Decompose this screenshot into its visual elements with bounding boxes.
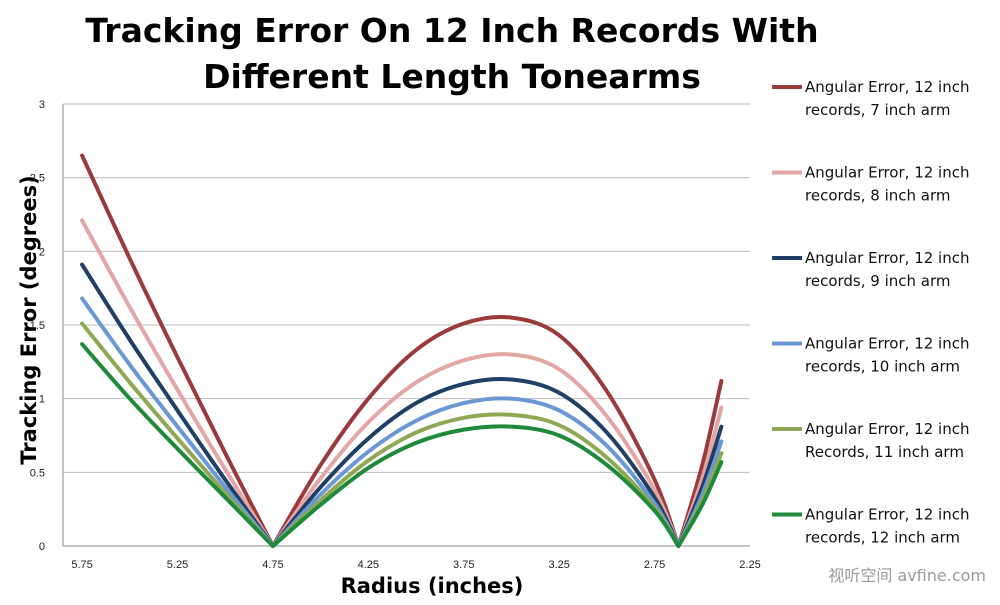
y-tick-label: 2 — [39, 246, 45, 258]
legend-label-2-line-1: Angular Error, 12 inch — [805, 164, 969, 182]
chart-title: Tracking Error On 12 Inch Records With D… — [85, 11, 818, 96]
y-tick-label: 1 — [39, 394, 45, 406]
chart-title-line-2: Different Length Tonearms — [203, 57, 701, 96]
y-tick-label: 1.5 — [30, 320, 45, 332]
series-line-2 — [80, 218, 724, 548]
x-tick-label: 5.75 — [71, 559, 92, 571]
legend-label-3-line-2: records, 9 inch arm — [805, 272, 950, 290]
y-tick-label: 0 — [39, 541, 45, 553]
x-tick-label: 2.75 — [644, 559, 665, 571]
x-tick-label: 3.25 — [548, 559, 569, 571]
axes — [62, 104, 750, 547]
chart-title-line-1: Tracking Error On 12 Inch Records With — [85, 11, 818, 50]
legend-label-3-line-1: Angular Error, 12 inch — [805, 249, 969, 267]
tick-labels: 0 0.5 1 1.5 2 2.5 3 5.75 5.25 4.75 4.25 3.75 3.25 2.7… — [30, 99, 761, 571]
legend-label-1-line-1: Angular Error, 12 inch — [805, 78, 969, 96]
series-lines — [80, 153, 724, 548]
y-axis-title: Tracking Error (degrees) — [17, 175, 41, 464]
legend-label-2-line-2: records, 8 inch arm — [805, 187, 950, 205]
legend-label-5-line-1: Angular Error, 12 inch — [805, 420, 969, 438]
series-line-1 — [80, 153, 724, 548]
legend-label-6-line-1: Angular Error, 12 inch — [805, 506, 969, 524]
x-tick-label: 3.75 — [453, 559, 474, 571]
watermark: 视听空间 avfine.com — [828, 566, 986, 585]
legend-label-5-line-2: Records, 11 inch arm — [805, 443, 964, 461]
y-tick-label: 0.5 — [30, 467, 45, 479]
y-tick-label: 2.5 — [30, 173, 45, 185]
gridlines — [63, 103, 750, 473]
y-tick-label: 3 — [39, 99, 45, 111]
legend-label-1-line-2: records, 7 inch arm — [805, 101, 950, 119]
series-line-6 — [80, 342, 724, 548]
legend-label-4-line-1: Angular Error, 12 inch — [805, 335, 969, 353]
legend: Angular Error, 12 inch records, 7 inch ar… — [772, 78, 969, 547]
x-tick-label: 2.25 — [739, 559, 760, 571]
x-axis-title: Radius (inches) — [341, 574, 524, 598]
x-tick-label: 4.25 — [358, 559, 379, 571]
series-line-3 — [80, 262, 724, 548]
x-tick-label: 5.25 — [167, 559, 188, 571]
x-tick-label: 4.75 — [262, 559, 283, 571]
legend-label-6-line-2: records, 12 inch arm — [805, 529, 960, 547]
legend-label-4-line-2: records, 10 inch arm — [805, 358, 960, 376]
